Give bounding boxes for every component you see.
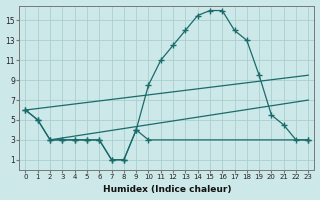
X-axis label: Humidex (Indice chaleur): Humidex (Indice chaleur)	[103, 185, 231, 194]
